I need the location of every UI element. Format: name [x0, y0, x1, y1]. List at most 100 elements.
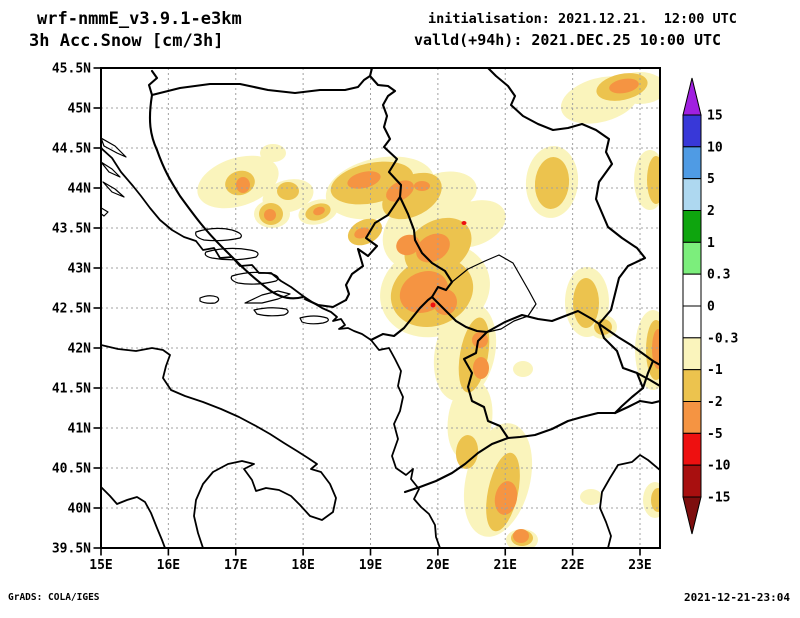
lat-axis-label: 42N: [68, 342, 92, 357]
colorbar-label: 10: [707, 140, 723, 155]
lat-axis-label: 44N: [68, 182, 92, 197]
snow-shade-blob-level1: [580, 489, 602, 505]
coastline-albania: [370, 339, 441, 548]
colorbar-segment: [682, 273, 702, 307]
snow-shade-blob-level3: [652, 329, 660, 369]
colorbar-label: 15: [707, 109, 723, 124]
lon-axis-label: 16E: [157, 558, 180, 573]
snow-shade-blob-level2: [573, 278, 599, 328]
colorbar-segment: [682, 241, 702, 275]
lat-axis-label: 40N: [68, 502, 92, 517]
lon-axis-label: 15E: [89, 558, 112, 573]
creation-timestamp: 2021-12-21-23:04: [684, 591, 790, 604]
border-greece-bulgaria: [613, 399, 660, 415]
border-macedonia-north: [485, 309, 660, 367]
model-title: wrf-nmmE_v3.9.1-e3km: [37, 9, 242, 29]
grads-credit: GrADS: COLA/IGES: [8, 592, 100, 603]
coastline-italy-adriatic-puglia: [101, 344, 337, 548]
lon-axis-label: 22E: [561, 558, 584, 573]
snow-shade-blob-level3: [494, 481, 518, 515]
coastline-greece-ne: [599, 454, 660, 548]
lat-axis-label: 44.5N: [52, 142, 91, 157]
border-kosovo: [451, 254, 537, 333]
border-croatia-bosnia: [147, 69, 305, 300]
peljesac-peninsula: [244, 290, 291, 304]
border-macedonia-east: [613, 359, 655, 415]
colorbar-label: 0.3: [707, 268, 730, 283]
lat-axis-label: 41N: [68, 422, 92, 437]
snow-shade-blob-level1: [513, 361, 533, 377]
initialisation-time-label: initialisation: 2021.12.21. 12:00 UTC: [428, 11, 737, 27]
snow-shade-blob-level3: [236, 177, 250, 193]
colorbar: 15 10 5 2 1 0.3 0 -0.3 -1 -2 -5 -10 -15: [682, 77, 738, 535]
colorbar-segment: [682, 369, 702, 402]
colorbar-label: 1: [707, 236, 715, 251]
border-montenegro-serbia-kosovo: [398, 195, 489, 334]
colorbar-label: -10: [707, 459, 731, 474]
colorbar-segment: [682, 114, 702, 148]
colorbar-segment: [682, 432, 702, 466]
colorbar-label: 5: [707, 172, 715, 187]
lon-axis-label: 23E: [628, 558, 651, 573]
colorbar-label: 2: [707, 204, 715, 219]
snow-shade-blob-level3: [414, 181, 430, 191]
croatian-islands: [101, 137, 329, 325]
lat-axis-label: 41.5N: [52, 382, 91, 397]
lat-axis-label: 42.5N: [52, 302, 91, 317]
coastline-montenegro-kotor: [302, 295, 372, 341]
border-sava-drina: [150, 68, 403, 302]
snow-shade-blob-level2: [647, 156, 660, 204]
axes: 45.5N 45N 44.5N 44N 43.5N 43N 42.5N 42N 41.5N 41N…: [52, 62, 652, 574]
lon-axis-label: 19E: [359, 558, 382, 573]
border-serbia-romania-bulgaria: [486, 68, 660, 390]
lat-axis-label: 45N: [68, 102, 92, 117]
border-albania-greece: [403, 436, 510, 494]
colorbar-label: -2: [707, 395, 723, 410]
colorbar-segment: [682, 464, 702, 498]
colorbar-label: -5: [707, 427, 723, 442]
snow-shade-blob-level3: [513, 529, 529, 543]
colorbar-segment: [682, 305, 702, 339]
colorbar-below-triangle: [682, 496, 702, 535]
lat-axis-label: 39.5N: [52, 542, 91, 557]
colorbar-segment: [682, 401, 702, 434]
snow-shade-blob-level3: [313, 206, 325, 216]
country-borders: [147, 68, 660, 494]
colorbar-label: -1: [707, 363, 723, 378]
lat-axis-label: 45.5N: [52, 62, 91, 77]
snow-shade-blob-level3: [264, 209, 276, 221]
lat-axis-label: 43.5N: [52, 222, 91, 237]
lon-axis-label: 17E: [224, 558, 247, 573]
colorbar-segment: [682, 146, 702, 180]
colorbar-segment: [682, 337, 702, 371]
snow-shade-blob-level2: [455, 435, 479, 469]
colorbar-segment: [682, 178, 702, 212]
variable-title: 3h Acc.Snow [cm/3h]: [29, 31, 224, 51]
snow-shade-blob-level3: [396, 234, 420, 256]
lon-axis-label: 18E: [291, 558, 314, 573]
snow-shade-blob-level3: [354, 227, 370, 239]
snow-shade-blob-level1: [447, 380, 493, 460]
snow-shade-blob-level3: [347, 171, 381, 189]
colorbar-above-triangle: [682, 77, 702, 116]
snow-shade-blob-level2: [277, 182, 299, 200]
colorbar-segment: [682, 210, 702, 243]
colorbar-label: 0: [707, 300, 715, 315]
lat-axis-label: 43N: [68, 262, 92, 277]
border-macedonia-west: [462, 330, 510, 440]
border-bosnia-montenegro: [303, 297, 348, 309]
snow-shading-field: [197, 72, 660, 548]
snow-shade-blob-level3: [609, 78, 639, 94]
border-montenegro-albania: [369, 295, 434, 342]
valid-time-label: valld(+94h): 2021.DEC.25 10:00 UTC: [414, 31, 722, 49]
lon-axis-label: 20E: [426, 558, 449, 573]
snow-shade-blob-level4: [430, 302, 436, 308]
border-macedonia-south: [506, 411, 617, 440]
lat-axis-label: 40.5N: [52, 462, 91, 477]
snow-shade-blob-level2: [651, 488, 660, 512]
colorbar-label: -15: [707, 491, 730, 506]
snow-shade-blob-level4: [461, 221, 467, 225]
coastline-italy-tyrrhenian: [101, 486, 166, 548]
lon-axis-label: 21E: [494, 558, 517, 573]
